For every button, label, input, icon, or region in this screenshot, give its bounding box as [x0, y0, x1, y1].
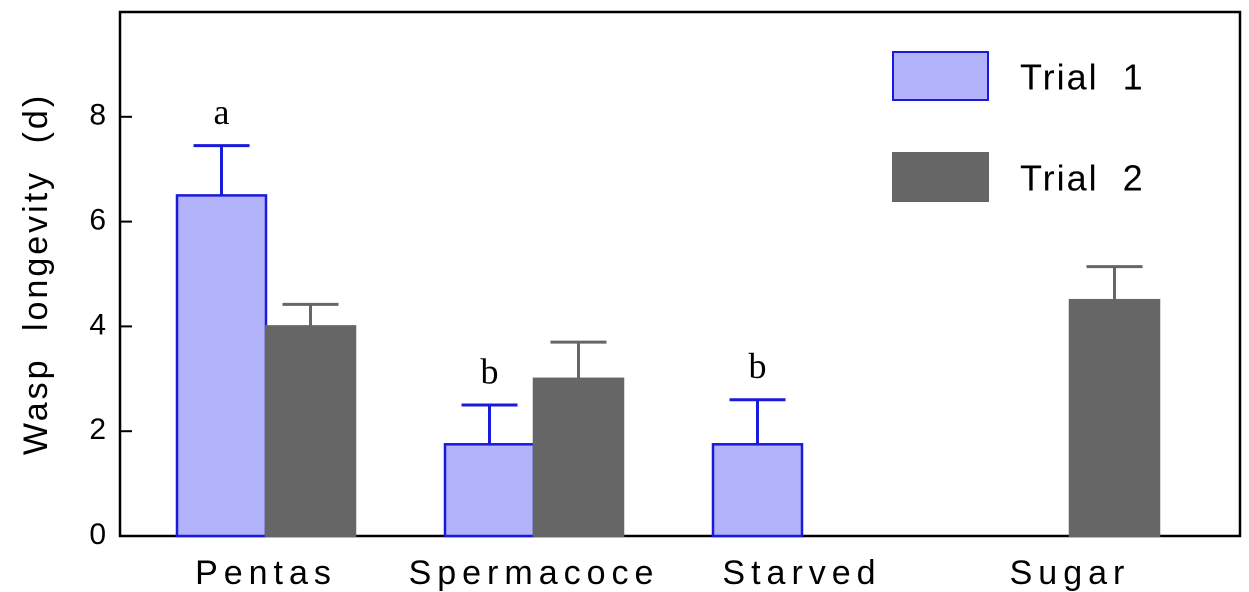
- bar: [264, 325, 357, 538]
- annotation: b: [749, 346, 767, 386]
- plot-frame: [118, 10, 1242, 538]
- error-bar: [461, 403, 518, 445]
- bar: [711, 443, 804, 538]
- legend-label: Trial 1: [1020, 57, 1145, 98]
- bar: [443, 443, 536, 538]
- error-bar: [1086, 265, 1143, 301]
- x-tick-label: Pentas: [195, 554, 337, 592]
- legend-swatch: [892, 51, 989, 101]
- y-tick-label: 2: [89, 413, 106, 446]
- x-tick-label: Spermacoce: [409, 554, 660, 592]
- y-tick-label: 8: [89, 99, 106, 132]
- bar: [532, 377, 625, 538]
- x-tick-label: Starved: [722, 554, 881, 592]
- annotation: a: [214, 92, 230, 132]
- y-tick-label: 4: [89, 308, 106, 341]
- legend-swatch: [892, 152, 989, 202]
- bar: [1068, 298, 1161, 538]
- bar: [175, 194, 268, 538]
- error-bar: [550, 340, 607, 379]
- x-tick-label: Sugar: [1010, 554, 1131, 592]
- y-axis-label: Wasp longevity (d): [17, 93, 55, 455]
- error-bar: [282, 302, 339, 327]
- annotation: b: [481, 351, 499, 391]
- y-tick-label: 0: [89, 518, 106, 551]
- error-bar: [729, 398, 786, 445]
- y-tick-label: 6: [89, 204, 106, 237]
- legend-label: Trial 2: [1020, 158, 1145, 199]
- error-bar: [193, 144, 250, 196]
